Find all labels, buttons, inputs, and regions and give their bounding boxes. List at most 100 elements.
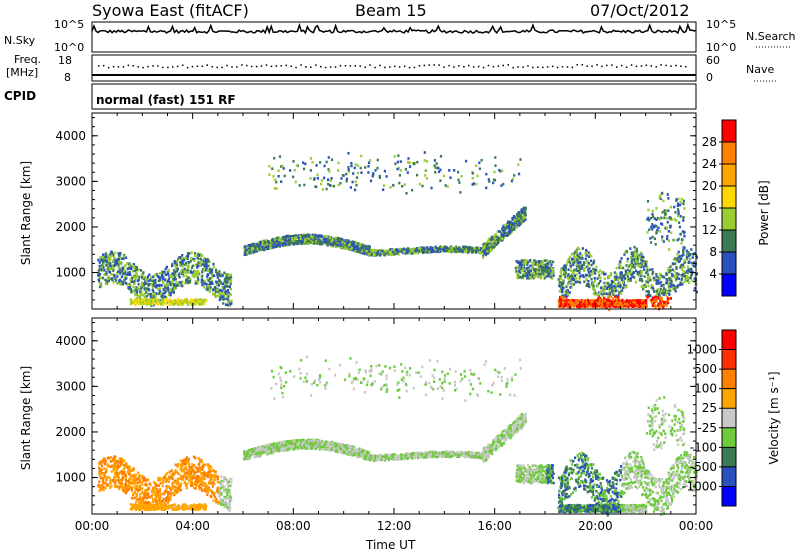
echo-cell bbox=[275, 245, 278, 248]
echo-cell bbox=[148, 301, 151, 305]
echo-cell bbox=[640, 255, 643, 259]
echo-cell bbox=[490, 235, 493, 239]
echo-cell bbox=[190, 298, 193, 301]
echo-cell bbox=[109, 264, 112, 268]
echo-cell bbox=[517, 217, 520, 220]
echo-cell bbox=[593, 276, 596, 280]
echo-cell bbox=[624, 270, 628, 274]
echo-cell bbox=[507, 223, 510, 226]
echo-cell bbox=[320, 241, 323, 244]
echo-cell bbox=[622, 266, 625, 270]
echo-cell bbox=[334, 240, 337, 243]
echo-cell bbox=[212, 265, 215, 269]
echo-cell bbox=[222, 302, 225, 305]
echo-cell bbox=[113, 273, 116, 277]
echo-cell bbox=[292, 175, 295, 179]
echo-cell bbox=[222, 295, 225, 299]
echo-cell bbox=[186, 268, 190, 271]
echo-cell bbox=[440, 245, 443, 249]
echo-cell bbox=[190, 266, 194, 269]
echo-cell bbox=[120, 275, 123, 278]
echo-cell bbox=[590, 259, 593, 263]
echo-cell bbox=[316, 177, 319, 180]
echo-cell bbox=[145, 289, 148, 292]
echo-cell bbox=[569, 264, 572, 268]
echo-cell bbox=[289, 237, 293, 240]
nave-dot bbox=[275, 65, 278, 67]
echo-cell bbox=[397, 154, 400, 157]
echo-cell bbox=[104, 278, 107, 282]
echo-cell bbox=[520, 259, 523, 262]
echo-cell bbox=[638, 299, 641, 302]
echo-cell bbox=[174, 273, 177, 277]
echo-cell bbox=[480, 247, 483, 250]
echo-cell bbox=[518, 261, 521, 264]
echo-cell bbox=[191, 257, 194, 261]
echo-cell bbox=[107, 279, 110, 283]
echo-cell bbox=[603, 286, 606, 290]
echo-cell bbox=[100, 258, 103, 262]
nave-dot bbox=[650, 65, 652, 67]
echo-cell bbox=[599, 280, 602, 283]
echo-cell bbox=[138, 302, 142, 305]
echo-cell bbox=[574, 304, 577, 307]
echo-cell bbox=[171, 283, 174, 287]
echo-cell bbox=[109, 268, 112, 272]
echo-cell bbox=[489, 249, 492, 253]
echo-cell bbox=[559, 277, 563, 280]
echo-cell bbox=[273, 187, 276, 190]
echo-cell bbox=[262, 248, 266, 252]
echo-cell bbox=[175, 259, 178, 263]
echo-cell bbox=[224, 290, 227, 293]
echo-cell bbox=[398, 174, 401, 177]
echo-cell bbox=[550, 267, 553, 270]
echo-cell bbox=[248, 244, 251, 247]
echo-cell bbox=[444, 184, 447, 187]
echo-cell bbox=[124, 264, 127, 267]
echo-cell bbox=[624, 273, 627, 276]
echo-cell bbox=[282, 235, 285, 239]
echo-cell bbox=[482, 246, 485, 249]
echo-cell bbox=[301, 240, 304, 244]
echo-cell bbox=[622, 281, 625, 284]
nave-dot bbox=[418, 65, 421, 67]
echo-cell bbox=[215, 280, 219, 284]
echo-cell bbox=[98, 264, 101, 268]
echo-cell bbox=[339, 182, 342, 185]
echo-cell bbox=[207, 259, 210, 263]
echo-cell bbox=[513, 216, 516, 219]
echo-cell bbox=[622, 286, 625, 290]
echo-cell bbox=[619, 302, 623, 306]
echo-cell bbox=[254, 246, 257, 250]
nave-dot bbox=[250, 65, 253, 68]
echo-cell bbox=[157, 287, 160, 291]
echo-cell bbox=[225, 294, 228, 297]
echo-cell bbox=[345, 241, 348, 245]
echo-cell bbox=[640, 302, 643, 305]
echo-cell bbox=[142, 284, 145, 288]
echo-cell bbox=[106, 256, 109, 260]
nave-dot bbox=[556, 66, 559, 69]
echo-cell bbox=[633, 266, 636, 269]
echo-cell bbox=[353, 166, 356, 170]
echo-cell bbox=[603, 301, 606, 305]
echo-cell bbox=[278, 245, 281, 248]
nave-label: Nave bbox=[746, 63, 774, 76]
echo-cell bbox=[169, 298, 172, 301]
echo-cell bbox=[182, 272, 185, 276]
echo-cell bbox=[565, 302, 568, 306]
echo-cell bbox=[171, 287, 174, 290]
echo-cell bbox=[430, 186, 433, 190]
echo-cell bbox=[161, 296, 164, 300]
echo-cell bbox=[146, 303, 149, 306]
echo-cell bbox=[457, 170, 460, 174]
echo-cell bbox=[271, 167, 274, 170]
nave-dot bbox=[374, 66, 376, 69]
echo-cell bbox=[114, 262, 117, 266]
echo-cell bbox=[472, 182, 475, 185]
echo-cell bbox=[461, 249, 464, 253]
echo-cell bbox=[100, 264, 103, 267]
echo-cell bbox=[304, 162, 307, 166]
echo-cell bbox=[313, 239, 316, 243]
echo-cell bbox=[135, 266, 138, 269]
